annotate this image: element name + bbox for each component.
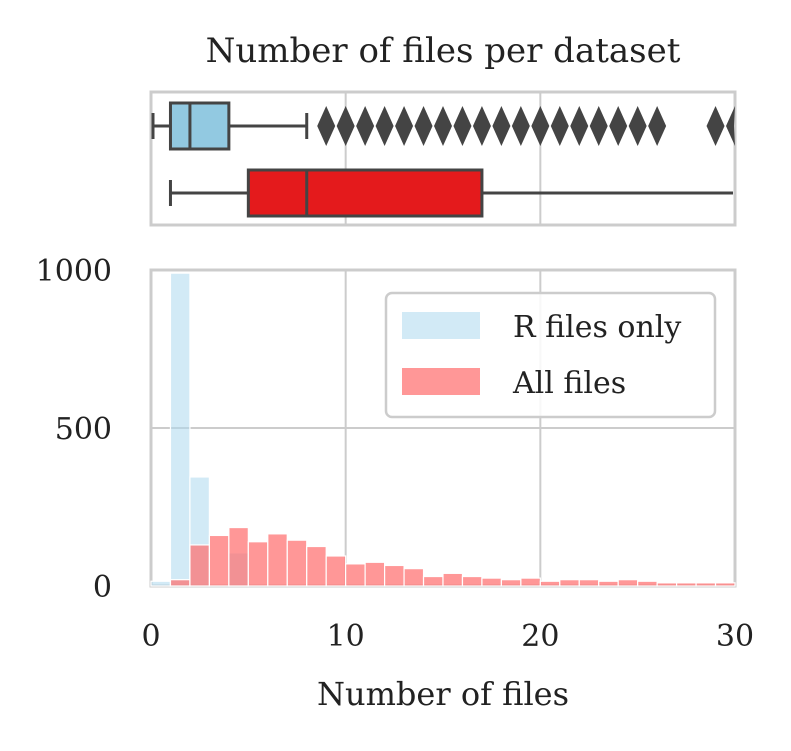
histogram-bar [403,568,425,587]
histogram-bar [637,580,658,587]
outlier-point [336,106,355,146]
outlier-point [726,106,735,146]
histogram-bar [286,539,308,587]
legend-swatch-all-files [402,368,480,395]
histogram-bar [228,526,249,587]
histogram-bar [384,564,405,587]
histogram-bar [578,579,600,587]
outlier-point [628,106,647,146]
histogram-bar [714,582,736,587]
box-iqr [168,101,231,151]
histogram-bars [150,272,736,587]
histogram-bar [442,572,464,587]
x-tick-label-10: 10 [327,619,365,654]
outlier-point [570,106,589,146]
outlier-point [317,106,336,146]
histogram-bar [598,580,619,587]
outlier-point [453,106,472,146]
box-plot-marks [151,101,735,218]
outlier-point [511,106,530,146]
legend: R files only All files [384,291,717,419]
box-r-files-only [151,101,735,151]
outlier-point [531,106,550,146]
outlier-point [395,106,414,146]
legend-swatch-r-files-only [402,312,480,339]
histogram-bar [539,580,561,587]
histogram-bar [150,580,172,587]
histogram-bar [247,541,269,587]
histogram-bar [189,544,211,587]
histogram-bar [325,555,347,587]
histogram-bar [461,575,483,587]
outlier-point [648,106,667,146]
x-axis-label: Number of files [317,675,569,713]
histogram-bar [267,533,288,587]
outlier-point [375,106,394,146]
histogram-bar [422,575,444,587]
histogram-panel: 0 500 1000 0 10 20 30 R files only All files [36,254,754,654]
legend-label-all-files: All files [512,366,626,401]
y-tick-label-500: 500 [55,412,112,447]
histogram-bar [675,582,697,587]
y-tick-label-1000: 1000 [36,254,112,289]
outlier-point [356,106,375,146]
histogram-bar [617,579,639,587]
histogram-bar [656,582,678,587]
histogram-x-tick-labels: 0 10 20 30 [141,619,754,654]
box-plot-title: Number of files per dataset [206,31,681,71]
histogram-bar [208,534,230,587]
box-iqr [246,168,484,218]
outlier-point [492,106,511,146]
x-tick-label-30: 30 [716,619,754,654]
histogram-bar [695,582,717,587]
legend-label-r-files-only: R files only [513,310,681,345]
histogram-bar [169,579,191,587]
x-tick-label-20: 20 [521,619,559,654]
histogram-bar [481,577,502,587]
outlier-point [550,106,569,146]
outlier-point [706,106,725,146]
series-all-files [169,526,736,587]
histogram-bar [500,579,522,587]
outlier-point [609,106,628,146]
histogram-bar [345,563,366,587]
histogram-bar [520,577,541,587]
histogram-bar [169,272,191,587]
histogram-bar [559,579,580,587]
outlier-point [414,106,433,146]
box-plot-panel [149,90,737,227]
outlier-point [472,106,491,146]
histogram-bar [306,545,327,587]
y-tick-label-0: 0 [93,570,112,605]
histogram-bar [364,561,386,587]
outlier-point [434,106,452,146]
outlier-point [589,106,608,146]
box-all-files [168,168,733,218]
histogram-y-tick-labels: 0 500 1000 [36,254,112,605]
x-tick-label-0: 0 [141,619,160,654]
